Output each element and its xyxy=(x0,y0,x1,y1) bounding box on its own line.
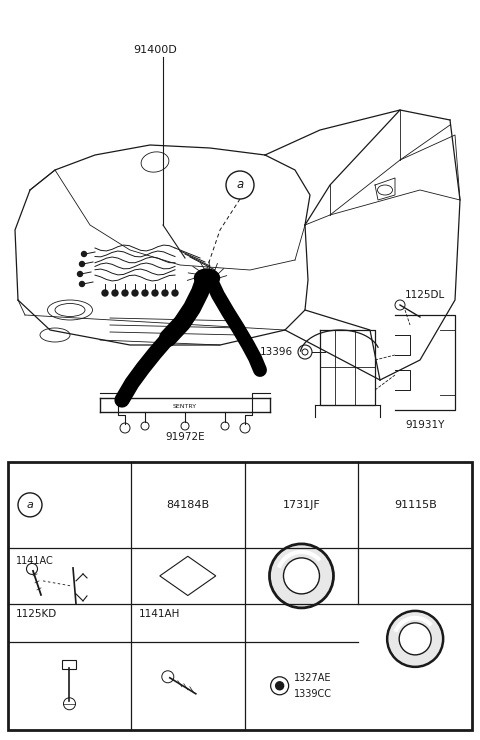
Circle shape xyxy=(162,290,168,296)
Text: 1125DL: 1125DL xyxy=(405,290,445,300)
Text: 1731JF: 1731JF xyxy=(283,500,320,510)
Ellipse shape xyxy=(194,269,219,287)
Text: 91400D: 91400D xyxy=(133,45,177,55)
Circle shape xyxy=(284,558,320,594)
Text: 13396: 13396 xyxy=(260,347,293,357)
Text: a: a xyxy=(236,178,244,192)
Text: a: a xyxy=(26,500,34,510)
Text: 1339CC: 1339CC xyxy=(294,689,332,699)
Circle shape xyxy=(132,290,138,296)
Text: 91931Y: 91931Y xyxy=(405,420,444,430)
Circle shape xyxy=(387,611,443,667)
Circle shape xyxy=(80,261,84,266)
Text: 1125KD: 1125KD xyxy=(16,609,57,619)
Text: 1141AC: 1141AC xyxy=(16,556,54,566)
Circle shape xyxy=(276,682,284,690)
Text: 91115B: 91115B xyxy=(394,500,436,510)
Circle shape xyxy=(122,290,128,296)
Circle shape xyxy=(82,252,86,257)
Circle shape xyxy=(77,272,83,277)
Circle shape xyxy=(399,623,431,655)
Circle shape xyxy=(152,290,158,296)
Circle shape xyxy=(102,290,108,296)
Text: 1141AH: 1141AH xyxy=(139,609,180,619)
Text: 84184B: 84184B xyxy=(166,500,209,510)
Text: 91972E: 91972E xyxy=(165,432,205,442)
Circle shape xyxy=(112,290,118,296)
Circle shape xyxy=(142,290,148,296)
Text: 1327AE: 1327AE xyxy=(294,673,331,683)
Circle shape xyxy=(172,290,178,296)
Circle shape xyxy=(269,544,334,608)
Text: SENTRY: SENTRY xyxy=(173,405,197,409)
Circle shape xyxy=(80,281,84,286)
